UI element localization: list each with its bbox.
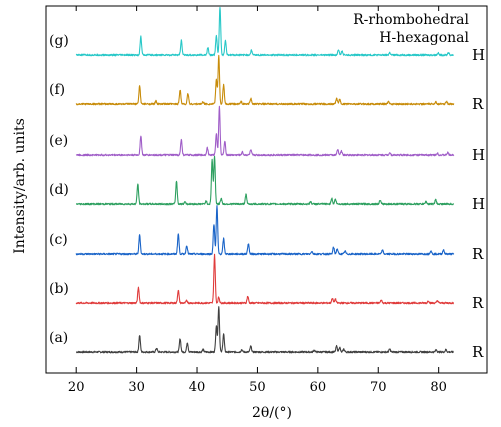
- trace-g: [75, 6, 455, 57]
- series-label: (b): [49, 281, 69, 297]
- x-tick-label: 30: [128, 380, 145, 395]
- series-label: (e): [49, 133, 68, 149]
- phase-labels-group: R R R H H R H: [472, 46, 485, 361]
- phase-label: H: [472, 146, 485, 164]
- x-ticks-group: 20 30 40 50 60 70 80: [68, 6, 447, 395]
- series-label: (a): [49, 330, 68, 346]
- x-tick-label: 80: [430, 380, 447, 395]
- x-tick-label: 60: [310, 380, 327, 395]
- series-label: (c): [49, 232, 68, 248]
- x-tick-label: 40: [189, 380, 206, 395]
- trace-a: [75, 306, 455, 354]
- trace-f: [75, 54, 455, 106]
- traces-group: [75, 6, 455, 354]
- plot-frame: [45, 5, 488, 374]
- phase-label: R: [472, 343, 484, 361]
- phase-label: R: [472, 245, 484, 263]
- trace-e: [75, 105, 455, 157]
- series-label: (d): [49, 182, 69, 198]
- x-tick-label: 20: [68, 380, 85, 395]
- legend-entry-rhombohedral: R-rhombohedral: [353, 12, 469, 28]
- trace-b: [75, 253, 455, 305]
- y-axis-label: Intensity/arb. units: [12, 118, 28, 254]
- phase-label: R: [472, 294, 484, 312]
- x-axis-label: 2θ/(°): [252, 405, 292, 421]
- phase-label: H: [472, 46, 485, 64]
- x-tick-label: 70: [370, 380, 387, 395]
- trace-c: [75, 205, 455, 256]
- x-tick-label: 50: [249, 380, 266, 395]
- legend-entry-hexagonal: H-hexagonal: [379, 30, 469, 46]
- series-label: (g): [49, 33, 69, 49]
- phase-label: H: [472, 195, 485, 213]
- series-label: (f): [49, 82, 65, 98]
- trace-d: [75, 155, 455, 206]
- series-labels-group: (a) (b) (c) (d) (e) (f) (g): [49, 33, 69, 346]
- phase-label: R: [472, 95, 484, 113]
